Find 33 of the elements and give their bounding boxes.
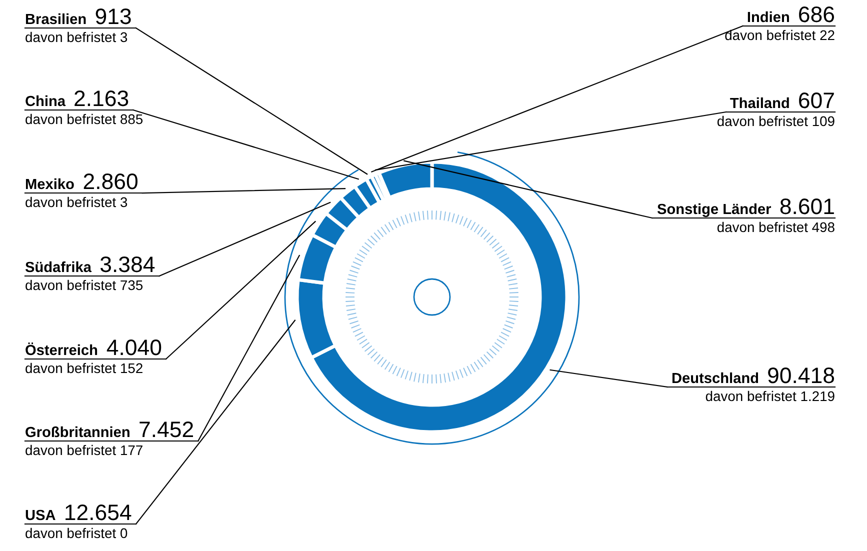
text: davon befristet 498 (717, 222, 834, 232)
slice-label: Sonstige Länder (657, 203, 772, 218)
data-label: 12.654 (66, 504, 132, 520)
data-label: 2.860 (84, 173, 138, 190)
slice-label: Südafrika (25, 261, 92, 272)
text: davon befristet 0 (26, 528, 128, 538)
data-label: 607 (799, 92, 834, 108)
text: davon befristet 22 (725, 30, 834, 40)
text: davon befristet 152 (26, 362, 142, 374)
slice-label: Österreich (26, 342, 98, 356)
slice-label: China (26, 95, 66, 106)
text: davon befristet 1.219 (706, 390, 834, 402)
data-label: 686 (799, 6, 834, 22)
slice-label: Indien (748, 11, 789, 22)
data-label: 90.418 (768, 367, 834, 384)
data-label: 2.163 (74, 90, 128, 106)
data-label: 7.452 (140, 421, 193, 438)
text: davon befristet 885 (26, 114, 143, 124)
text: davon befristet 109 (717, 116, 834, 126)
slice-label: Großbritannien (26, 426, 130, 438)
text: davon befristet 735 (26, 280, 143, 290)
slice-label: Brasilien (26, 13, 86, 24)
text: davon befristet 177 (26, 444, 142, 456)
slice-label: Thailand (730, 97, 789, 108)
text: davon befristet 3 (26, 32, 128, 42)
slice-label: Mexiko (26, 178, 74, 190)
data-label: 3.384 (100, 256, 155, 272)
slice-label: USA (26, 510, 56, 520)
data-label: 4.040 (106, 339, 162, 356)
text: davon befristet 3 (26, 196, 128, 208)
data-label: 8.601 (780, 198, 834, 214)
slice-label: Deutschland (672, 372, 758, 384)
data-label: 913 (96, 8, 131, 24)
